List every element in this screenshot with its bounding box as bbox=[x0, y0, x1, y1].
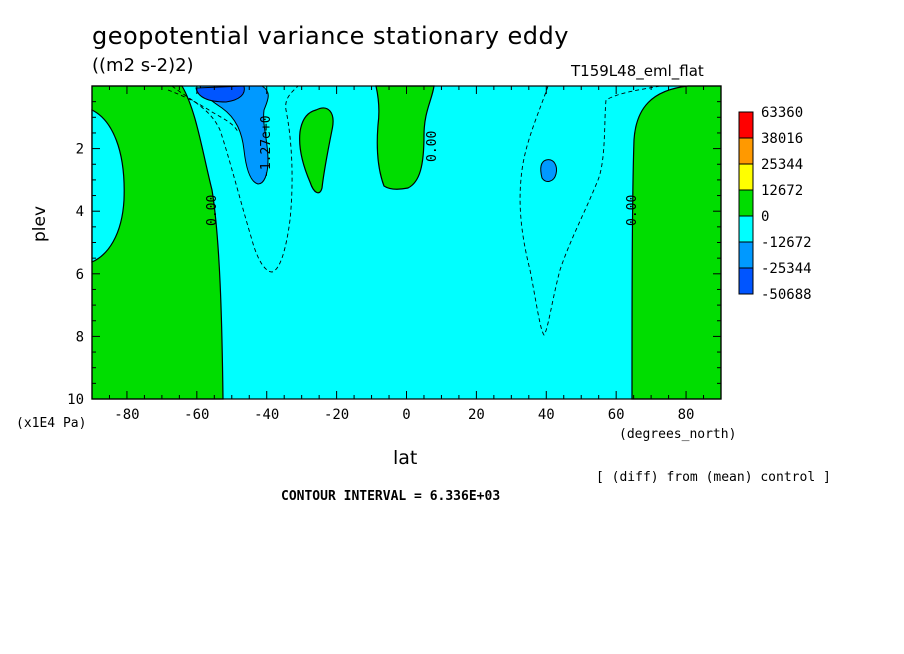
colorbar-label: -25344 bbox=[761, 261, 812, 277]
chart-units: ((m2 s-2)2) bbox=[92, 55, 194, 76]
dashed-contour-northern bbox=[519, 85, 661, 336]
y-axis-unit: (x1E4 Pa) bbox=[16, 416, 87, 431]
colorbar-label: 63360 bbox=[761, 105, 803, 121]
x-tick-label: -40 bbox=[254, 407, 279, 423]
chart-title: geopotential variance stationary eddy bbox=[92, 22, 569, 50]
cyan-pocket-left bbox=[91, 109, 125, 263]
contour-label-right: 0.00 bbox=[625, 195, 640, 226]
dashed-contour-southern-inner bbox=[167, 89, 239, 133]
colorbar-box bbox=[738, 215, 754, 243]
y-tick-label: 8 bbox=[76, 329, 84, 345]
x-axis-unit: (degrees_north) bbox=[619, 427, 737, 442]
blue-blob-northern bbox=[540, 159, 557, 182]
blue-region-southern bbox=[199, 85, 269, 185]
deepblue-region-top bbox=[195, 85, 245, 103]
colorbar-label: 12672 bbox=[761, 183, 803, 199]
green-region-left bbox=[91, 85, 224, 400]
x-tick-label: -80 bbox=[114, 407, 139, 423]
x-tick-label: 80 bbox=[678, 407, 695, 423]
colorbar-label: -50688 bbox=[761, 287, 812, 303]
colorbar-label: -12672 bbox=[761, 235, 812, 251]
contour-label-neg: -1.27e+0 bbox=[259, 115, 274, 178]
run-label: T159L48_eml_flat bbox=[571, 62, 704, 80]
colorbar-label: 38016 bbox=[761, 131, 803, 147]
colorbar-label: 0 bbox=[761, 209, 769, 225]
x-tick-label: -20 bbox=[324, 407, 349, 423]
contour-label-equator: 0.00 bbox=[425, 131, 440, 162]
x-axis-label: lat bbox=[393, 447, 418, 469]
colorbar-box bbox=[738, 163, 754, 191]
colorbar-box bbox=[738, 241, 754, 269]
diff-note: [ (diff) from (mean) control ] bbox=[596, 470, 831, 485]
green-region-right bbox=[631, 85, 722, 400]
colorbar-box bbox=[738, 137, 754, 165]
colorbar-box bbox=[738, 267, 754, 295]
colorbar-label: 25344 bbox=[761, 157, 803, 173]
y-tick-label: 4 bbox=[76, 204, 84, 220]
dashed-contour-southern bbox=[171, 85, 299, 273]
contour-label-left: 0.00 bbox=[205, 195, 220, 226]
colorbar: 63360 38016 25344 12672 0 -12672 -25344 -50688 bbox=[738, 105, 812, 303]
x-tick-label: 40 bbox=[538, 407, 555, 423]
x-tick-label: 0 bbox=[402, 407, 410, 423]
x-tick-label: -60 bbox=[184, 407, 209, 423]
green-blob-midlat bbox=[299, 107, 334, 194]
contour-interval: CONTOUR INTERVAL = 6.336E+03 bbox=[281, 489, 501, 504]
green-blob-equator bbox=[375, 85, 435, 190]
axes: -80 -60 -40 -20 0 20 40 60 80 2 4 6 8 10 bbox=[67, 86, 722, 423]
y-tick-label: 10 bbox=[67, 392, 84, 408]
colorbar-box bbox=[738, 111, 754, 139]
y-tick-label: 6 bbox=[76, 267, 84, 283]
y-tick-label: 2 bbox=[76, 142, 84, 158]
x-tick-label: 60 bbox=[608, 407, 625, 423]
colorbar-box bbox=[738, 189, 754, 217]
x-tick-label: 20 bbox=[468, 407, 485, 423]
